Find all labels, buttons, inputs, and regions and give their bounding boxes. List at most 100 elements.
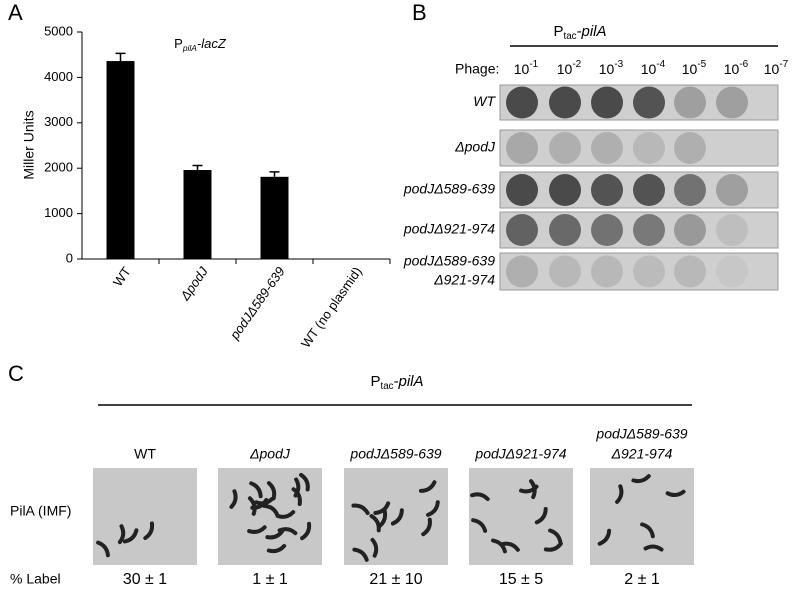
phage-spot	[549, 132, 581, 164]
y-tick-label: 2000	[44, 160, 73, 175]
y-tick-label: 4000	[44, 69, 73, 84]
phage-spot	[591, 255, 623, 288]
cell	[426, 500, 440, 517]
phage-spot	[633, 132, 665, 164]
text-part: 10	[641, 61, 657, 77]
cell	[631, 474, 651, 484]
phage-spot	[591, 132, 623, 164]
text-part: -pilA	[577, 23, 607, 40]
cell	[643, 544, 664, 552]
micrograph	[344, 468, 448, 565]
phage-spot	[674, 132, 706, 164]
text-part: -lacZ	[197, 36, 227, 51]
phage-spot	[716, 255, 748, 288]
x-tick-label: podJΔ589-639	[226, 264, 287, 343]
header: Ptac-pilA	[370, 373, 423, 392]
text-part: 10	[557, 61, 573, 77]
text-part: -7	[779, 59, 788, 70]
micrograph	[469, 468, 573, 565]
column-label: podJΔ589-639	[595, 426, 687, 442]
phage-spot	[633, 255, 665, 288]
text-part: P	[553, 23, 563, 40]
bar	[106, 61, 135, 259]
cell	[96, 540, 110, 558]
cell	[491, 538, 507, 554]
phage-spot	[674, 214, 706, 246]
text-part: tac	[563, 31, 576, 42]
plate	[499, 129, 779, 167]
cell	[254, 497, 274, 506]
phage-spot	[716, 86, 748, 119]
cell	[543, 541, 563, 552]
column-label: Δ921-974	[611, 446, 673, 462]
y-tick-label: 1000	[44, 205, 73, 220]
phage-spot	[674, 174, 706, 206]
text-part: 10	[682, 61, 698, 77]
cell	[534, 507, 548, 525]
x-tick-label: ΔpodJ	[177, 264, 211, 304]
phage-spot	[506, 86, 538, 119]
phage-spot	[549, 214, 581, 246]
row-label: ΔpodJ	[454, 139, 496, 155]
row-label: podJΔ589-639	[403, 253, 495, 269]
cell	[597, 528, 612, 546]
phage-spot	[506, 255, 538, 288]
cell	[548, 528, 563, 545]
cell	[143, 521, 155, 540]
plate	[499, 252, 779, 291]
phage-spot	[506, 132, 538, 164]
text-part: pilA	[182, 43, 197, 53]
text-part: 10	[599, 61, 615, 77]
cell	[262, 503, 280, 518]
text-part: -4	[656, 59, 665, 70]
text-part: P	[174, 36, 183, 51]
text-part: -pilA	[394, 373, 424, 390]
cell	[265, 529, 285, 540]
x-tick-label: WT (no plasmid)	[298, 264, 365, 351]
cell	[352, 547, 369, 562]
row-label: podJΔ921-974	[403, 221, 495, 237]
phage-spot	[633, 174, 665, 206]
label-value: 30 ± 1	[123, 571, 167, 588]
row-label: PilA (IMF)	[10, 503, 71, 519]
phage-spot	[591, 214, 623, 246]
error-bar	[115, 52, 126, 62]
cell	[300, 521, 312, 541]
cell	[299, 472, 310, 492]
cell	[370, 537, 379, 558]
column-label: WT	[134, 446, 156, 462]
column-label: podJΔ589-639	[349, 446, 441, 462]
label-value: 1 ± 1	[252, 571, 288, 588]
cell	[640, 522, 655, 539]
cell	[275, 510, 296, 519]
cell	[665, 489, 686, 498]
cell	[421, 517, 432, 537]
text-part: -6	[739, 59, 748, 70]
column-label: podJΔ921-974	[474, 446, 566, 462]
header: Ptac-pilA	[553, 23, 606, 42]
header: PpilA-lacZ	[174, 36, 227, 53]
cell	[369, 514, 381, 533]
panel-letter: B	[412, 0, 427, 25]
text-part: -3	[614, 59, 623, 70]
text-part: 10	[764, 61, 780, 77]
micrograph	[93, 468, 197, 565]
text-part: -2	[572, 59, 581, 70]
micrograph	[590, 468, 694, 565]
bar	[183, 170, 212, 259]
cell	[291, 487, 302, 507]
cell	[351, 503, 370, 516]
text-part: P	[370, 373, 380, 390]
phage-spot	[549, 86, 581, 119]
cell	[470, 492, 490, 502]
phage-spot	[716, 174, 748, 206]
panel-letter: A	[8, 0, 23, 25]
cell	[293, 477, 301, 498]
cell	[117, 524, 126, 545]
cell	[519, 484, 539, 494]
label-value: 15 ± 5	[499, 571, 543, 588]
cell	[247, 496, 257, 516]
phage-spot	[549, 255, 581, 288]
phage-spot	[506, 174, 538, 206]
